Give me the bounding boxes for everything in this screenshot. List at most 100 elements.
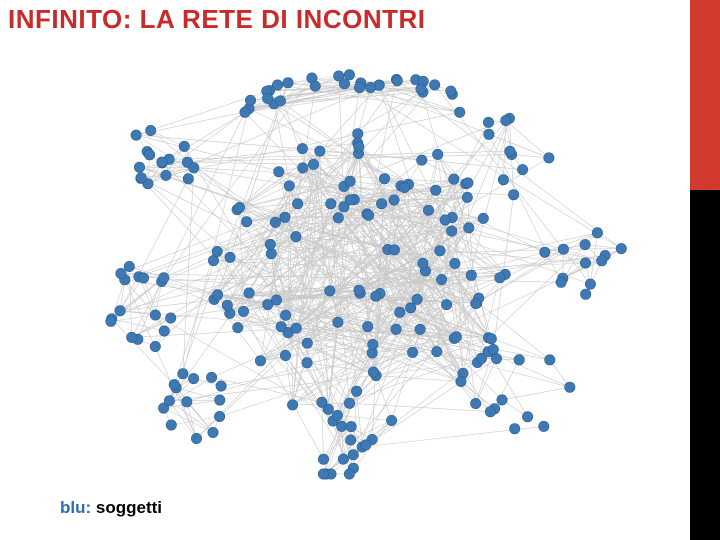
edges-layer — [111, 75, 621, 474]
node — [178, 369, 188, 379]
node — [225, 252, 235, 262]
node — [471, 398, 481, 408]
node — [616, 243, 626, 253]
node — [389, 195, 399, 205]
node — [351, 386, 361, 396]
node — [338, 454, 348, 464]
node — [348, 450, 358, 460]
edge — [454, 179, 489, 338]
node — [188, 373, 198, 383]
node — [344, 398, 354, 408]
node — [262, 93, 272, 103]
node — [389, 245, 399, 255]
node — [302, 338, 312, 348]
edge — [120, 179, 188, 311]
node — [497, 395, 507, 405]
node — [447, 226, 457, 236]
node — [127, 332, 137, 342]
edge — [350, 403, 491, 412]
node — [433, 149, 443, 159]
node — [580, 258, 590, 268]
node — [240, 107, 250, 117]
edge — [162, 100, 251, 281]
node — [495, 273, 505, 283]
node — [539, 421, 549, 431]
node — [337, 421, 347, 431]
node — [212, 246, 222, 256]
node — [431, 185, 441, 195]
node — [244, 288, 254, 298]
node — [540, 247, 550, 257]
node — [440, 215, 450, 225]
node — [406, 303, 416, 313]
node — [291, 231, 301, 241]
node — [161, 170, 171, 180]
node — [325, 286, 335, 296]
node — [466, 270, 476, 280]
edge — [512, 155, 549, 158]
page-title: INFINITO: LA RETE DI INCONTRI — [8, 4, 426, 35]
node — [418, 258, 428, 268]
node — [245, 95, 255, 105]
edge — [169, 400, 219, 401]
node — [522, 412, 532, 422]
node — [368, 367, 378, 377]
node — [485, 407, 495, 417]
node — [545, 355, 555, 365]
node — [150, 310, 160, 320]
node — [505, 146, 515, 156]
node — [287, 400, 297, 410]
node — [134, 162, 144, 172]
node — [308, 159, 318, 169]
legend: blu: soggetti — [60, 498, 162, 518]
node — [407, 347, 417, 357]
node — [182, 397, 192, 407]
node — [544, 153, 554, 163]
node — [222, 300, 232, 310]
node — [435, 246, 445, 256]
node — [450, 258, 460, 268]
node — [436, 274, 446, 284]
node — [415, 324, 425, 334]
node — [354, 285, 364, 295]
edge — [360, 88, 622, 249]
node — [432, 346, 442, 356]
node — [271, 295, 281, 305]
node — [368, 339, 378, 349]
node — [354, 83, 364, 93]
node — [317, 397, 327, 407]
node — [597, 256, 607, 266]
node — [131, 130, 141, 140]
node — [241, 217, 251, 227]
node — [345, 176, 355, 186]
node — [233, 322, 243, 332]
node — [353, 129, 363, 139]
node — [169, 379, 179, 389]
node — [392, 76, 402, 86]
node — [115, 306, 125, 316]
node — [298, 163, 308, 173]
node — [136, 173, 146, 183]
node — [159, 326, 169, 336]
node — [379, 174, 389, 184]
node — [498, 175, 508, 185]
sidebar-accent-red — [690, 0, 720, 190]
node — [363, 210, 373, 220]
node — [214, 411, 224, 421]
node — [463, 178, 473, 188]
node — [346, 421, 356, 431]
node — [189, 163, 199, 173]
node — [346, 435, 356, 445]
node — [116, 268, 126, 278]
node — [376, 199, 386, 209]
node — [365, 82, 375, 92]
node — [333, 317, 343, 327]
node — [238, 306, 248, 316]
node — [423, 205, 433, 215]
node — [501, 115, 511, 125]
node — [255, 356, 265, 366]
legend-label: soggetti — [91, 498, 162, 517]
edge — [502, 387, 570, 400]
edge — [212, 377, 322, 402]
node — [159, 273, 169, 283]
